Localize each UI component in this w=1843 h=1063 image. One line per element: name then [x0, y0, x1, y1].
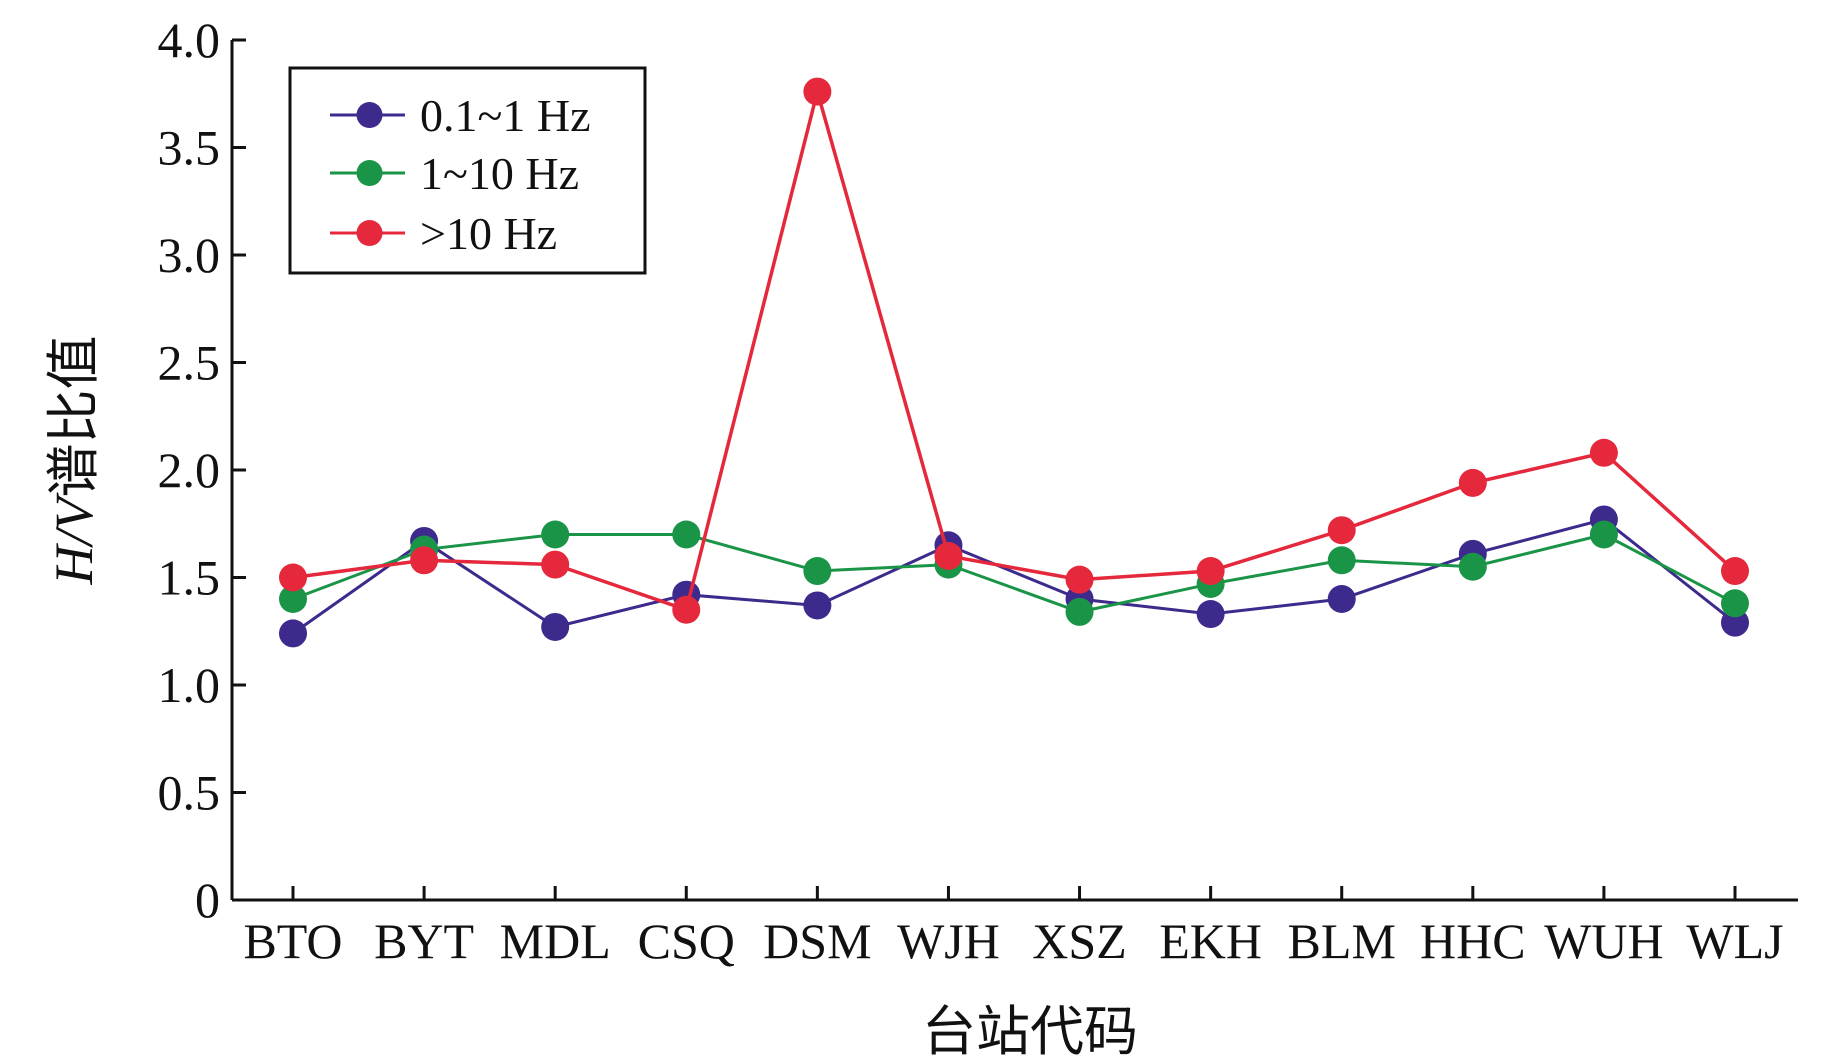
y-tick-label: 2.0: [158, 442, 221, 498]
series-line-2: [292, 532, 1736, 614]
data-point-3-blm: [1327, 516, 1356, 545]
legend-label: >10 Hz: [420, 208, 557, 259]
legend-marker: [356, 220, 383, 246]
data-point-1-wlj: [1721, 608, 1749, 637]
y-tick-label: 4.0: [158, 12, 221, 68]
x-tick-label-wuh: WUH: [1544, 913, 1663, 969]
legend-items: 0.1~1 Hz 1~10 Hz >10 Hz: [330, 90, 591, 259]
series-line-3: [292, 84, 1737, 613]
y-axis-title-italic: H/V: [44, 492, 104, 586]
series-3: [279, 77, 1749, 624]
data-point-2-bto: [279, 585, 307, 613]
data-point-2-hhc: [1458, 552, 1487, 581]
data-point-1-mdl: [541, 612, 570, 641]
data-point-2-blm: [1327, 546, 1356, 575]
x-tick-label-xsz: XSZ: [1032, 913, 1126, 969]
series-1: [279, 505, 1749, 648]
y-tick-label: 2.5: [158, 335, 221, 391]
data-point-1-blm: [1327, 585, 1356, 613]
data-point-3-wlj: [1721, 557, 1749, 586]
data-point-3-csq: [672, 595, 701, 624]
x-axis-title: 台站代码: [922, 1002, 1138, 1062]
x-tick-label-ekh: EKH: [1159, 913, 1262, 969]
legend-item-1: 0.1~1 Hz: [330, 90, 591, 141]
data-point-3-mdl: [541, 550, 570, 579]
y-axis-title-rest: 谱比值: [44, 336, 104, 498]
data-point-3-wjh: [934, 542, 963, 570]
y-tick-label: 3.0: [158, 227, 221, 283]
data-point-2-csq: [672, 520, 701, 549]
y-tick-label: 0: [195, 872, 220, 928]
x-tick-label-mdl: MDL: [500, 913, 611, 969]
x-tick-label-csq: CSQ: [638, 913, 735, 969]
x-tick-label-hhc: HHC: [1420, 913, 1526, 969]
x-tick-label-wjh: WJH: [897, 913, 1000, 969]
data-point-2-mdl: [541, 520, 570, 549]
data-point-3-dsm: [803, 77, 832, 106]
data-point-3-wuh: [1589, 438, 1618, 467]
data-point-3-bto: [279, 563, 307, 592]
data-point-2-wuh: [1589, 520, 1618, 549]
data-point-1-ekh: [1196, 600, 1225, 629]
legend-box: [288, 66, 647, 275]
data-point-2-dsm: [803, 557, 832, 586]
legend-item-2: 1~10 Hz: [330, 148, 579, 199]
data-point-1-bto: [279, 619, 307, 648]
y-tick-label: 1.0: [158, 657, 221, 713]
legend: 0.1~1 Hz 1~10 Hz >10 Hz: [288, 66, 647, 275]
x-tick-label-bto: BTO: [243, 913, 342, 969]
data-point-1-dsm: [803, 591, 832, 620]
data-point-3-byt: [410, 546, 439, 575]
data-point-2-xsz: [1065, 597, 1094, 626]
y-tick-label: 1.5: [158, 550, 221, 606]
data-point-2-wlj: [1721, 589, 1749, 618]
legend-label: 0.1~1 Hz: [420, 90, 591, 141]
legend-marker: [356, 160, 383, 186]
legend-label: 1~10 Hz: [420, 148, 579, 199]
y-tick-label: 3.5: [158, 120, 221, 176]
data-point-3-hhc: [1458, 468, 1487, 497]
x-tick-label-wlj: WLJ: [1686, 913, 1783, 969]
y-ticks: 0 0.5 1.0 1.5 2.0 2.5 3.0 3.5 4.0: [158, 12, 246, 928]
data-point-3-xsz: [1065, 565, 1094, 594]
x-tick-label-blm: BLM: [1288, 913, 1396, 969]
legend-marker: [356, 102, 383, 128]
series-layer: [279, 77, 1749, 648]
x-tick-label-byt: BYT: [374, 913, 474, 969]
x-ticks: BTO BYT MDL CSQ DSM WJH XSZ EKH BLM HHC WUH WLJ: [243, 886, 1784, 969]
data-point-3-ekh: [1196, 557, 1225, 586]
legend-item-3: >10 Hz: [330, 208, 557, 259]
y-tick-label: 0.5: [158, 765, 221, 821]
series-line-1: [292, 517, 1736, 635]
x-tick-label-dsm: DSM: [763, 913, 871, 969]
y-axis-title: H/V谱比值: [44, 336, 104, 586]
